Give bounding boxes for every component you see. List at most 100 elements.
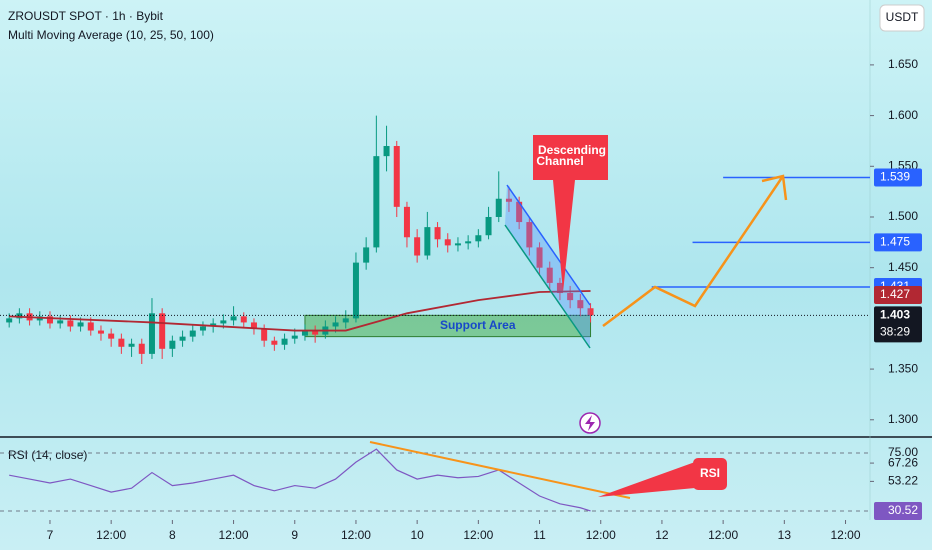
candle-body xyxy=(179,336,186,341)
title: ZROUSDT SPOT · 1h · Bybit xyxy=(8,9,164,23)
callout-text: Descending xyxy=(538,143,606,157)
candle-body xyxy=(536,247,543,268)
candle-body xyxy=(342,318,349,323)
candle-body xyxy=(46,316,53,324)
candle-body xyxy=(271,340,278,345)
candle-body xyxy=(434,227,441,240)
candle-body xyxy=(210,323,217,327)
candle-body xyxy=(128,343,135,347)
channel-bottom xyxy=(504,224,591,349)
candle-body xyxy=(577,300,584,309)
moving-average xyxy=(9,290,591,332)
rsi-tick-label: 67.26 xyxy=(888,455,918,469)
y-tick-label: 1.650 xyxy=(888,57,918,71)
projection-arrow xyxy=(602,175,785,327)
x-tick-label: 9 xyxy=(291,528,298,542)
x-tick-label: 8 xyxy=(169,528,176,542)
rsi-callout xyxy=(693,458,727,490)
channel-callout xyxy=(533,135,608,292)
x-tick-label: 13 xyxy=(778,528,792,542)
candle-body xyxy=(230,316,237,321)
candle-body xyxy=(454,243,461,246)
rsi-line xyxy=(9,448,591,512)
support-label: Support Area xyxy=(440,318,516,332)
callout-text: Channel xyxy=(536,154,583,168)
candle-body xyxy=(495,198,502,217)
candle-body xyxy=(118,338,125,347)
x-tick-label: 7 xyxy=(47,528,54,542)
x-tick-label: 11 xyxy=(533,528,546,542)
candle-body xyxy=(57,320,64,324)
x-tick-label: 12:00 xyxy=(341,528,371,542)
x-tick-label: 12:00 xyxy=(586,528,616,542)
x-tick-label: 10 xyxy=(410,528,424,542)
y-tick-label: 1.450 xyxy=(888,260,918,274)
candle-body xyxy=(261,328,268,341)
candle-body xyxy=(250,322,257,329)
last-price-label: 1.403 xyxy=(880,308,910,322)
channel-fill xyxy=(505,185,590,348)
candle-body xyxy=(444,239,451,246)
level-badge xyxy=(874,168,922,187)
events-bolt[interactable] xyxy=(585,415,595,431)
y-tick-label: 1.350 xyxy=(888,361,918,375)
candle-body xyxy=(312,330,319,335)
candle-body xyxy=(169,340,176,349)
y-tick-label: 1.600 xyxy=(888,108,918,122)
candle-body xyxy=(352,262,359,319)
candle-body xyxy=(108,333,115,339)
candle-body xyxy=(587,308,594,316)
rsi-trendline xyxy=(369,441,631,499)
candle-body xyxy=(148,313,155,354)
candle-body xyxy=(526,222,533,248)
arrow-head xyxy=(761,174,788,201)
candle-body xyxy=(220,320,227,324)
rsi-tick-label: 53.22 xyxy=(888,474,918,488)
rsi-tick-label: 30.52 xyxy=(888,503,918,517)
x-tick-label: 12 xyxy=(655,528,669,542)
candle-body xyxy=(383,146,390,157)
candle-body xyxy=(240,316,247,323)
y-tick-label: 1.300 xyxy=(888,412,918,426)
candle-body xyxy=(556,282,563,294)
candle-body xyxy=(505,198,512,202)
subtitle: Multi Moving Average (10, 25, 50, 100) xyxy=(8,28,214,42)
candle-body xyxy=(97,330,104,334)
candle-body xyxy=(363,247,370,263)
rsi-badge xyxy=(874,501,922,520)
candle-body xyxy=(485,216,492,236)
candle-body xyxy=(16,313,23,319)
candle-body xyxy=(546,267,553,283)
ma-badge xyxy=(874,286,922,305)
level-label: 1.539 xyxy=(880,170,910,184)
candle-body xyxy=(199,326,206,331)
x-tick-label: 12:00 xyxy=(831,528,861,542)
candle-body xyxy=(189,330,196,337)
y-tick-label: 1.500 xyxy=(888,209,918,223)
candle-body xyxy=(414,237,421,256)
candle-body xyxy=(281,338,288,345)
channel-top xyxy=(506,184,591,306)
candle-body xyxy=(475,235,482,242)
candle-body xyxy=(301,330,308,336)
level-label: 1.475 xyxy=(880,235,910,249)
x-tick-label: 12:00 xyxy=(463,528,493,542)
candle-body xyxy=(465,241,472,244)
candle-body xyxy=(567,293,574,301)
currency-box[interactable] xyxy=(879,4,925,32)
candle-body xyxy=(67,320,74,327)
candle-body xyxy=(291,335,298,339)
candle-body xyxy=(159,313,166,349)
rsi-callout-pointer xyxy=(598,462,695,497)
x-tick-label: 12:00 xyxy=(219,528,249,542)
currency[interactable]: USDT xyxy=(886,10,919,24)
candle-body xyxy=(393,146,400,207)
x-tick-label: 12:00 xyxy=(708,528,738,542)
candle-body xyxy=(138,343,145,354)
countdown: 38:29 xyxy=(880,325,910,339)
candle-body xyxy=(87,322,94,331)
rsi-callout-text: RSI xyxy=(700,466,720,480)
candle-body xyxy=(516,201,523,223)
